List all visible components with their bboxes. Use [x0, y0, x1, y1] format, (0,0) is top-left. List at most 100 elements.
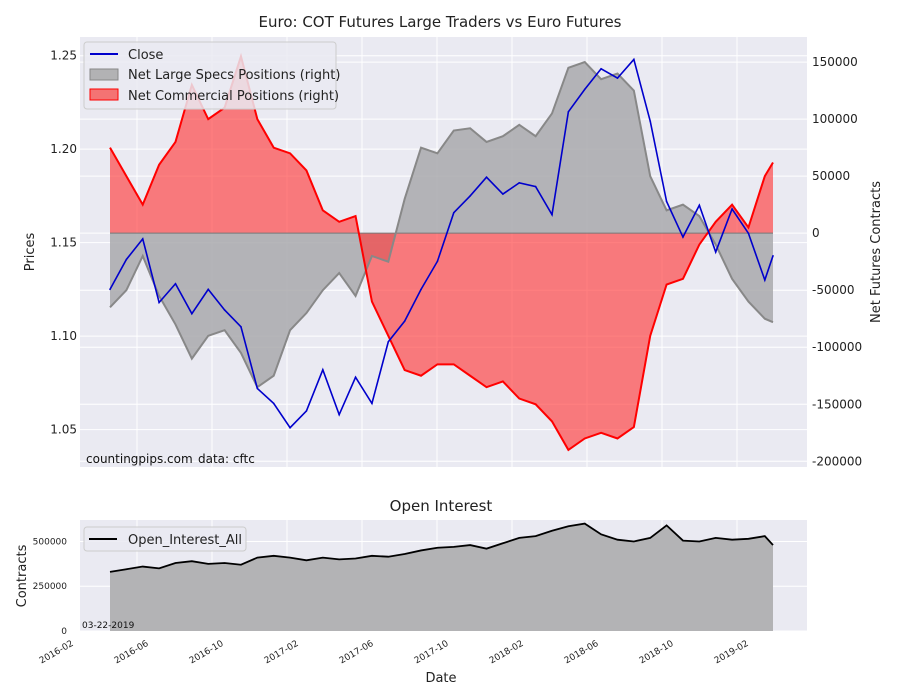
main-right-tick-label: 50000	[812, 169, 850, 183]
close-point	[207, 288, 210, 291]
main-right-tick-labels: -200000 -150000 -100000 -50000 0 50000 100000 1…	[812, 55, 862, 468]
close-point	[682, 236, 684, 238]
oi-y-tick-label: 250000	[33, 582, 68, 592]
legend-swatch-commercial	[89, 88, 119, 101]
main-y-axis-label: Prices	[23, 233, 38, 272]
close-point	[600, 67, 602, 70]
oi-title: Open Interest	[390, 497, 493, 515]
specs-area	[110, 62, 773, 388]
close-point	[616, 77, 619, 79]
close-point	[583, 88, 586, 91]
main-left-tick-label: 1.05	[50, 423, 77, 437]
close-point	[747, 232, 750, 235]
legend-label-close: Close	[128, 48, 163, 63]
date-annotation: 03-22-2019	[82, 621, 135, 631]
main-title: Euro: COT Futures Large Traders vs Euro …	[259, 13, 622, 31]
close-point	[109, 288, 111, 291]
oi-x-tick-label: 2018-02	[488, 639, 526, 666]
oi-x-tick-label: 2016-10	[188, 639, 226, 667]
close-point	[158, 301, 160, 304]
close-point	[125, 258, 128, 261]
main-left-tick-labels: 1.05 1.10 1.15 1.20 1.25	[50, 49, 77, 437]
oi-legend: Open_Interest_All	[83, 526, 247, 552]
oi-legend-box	[83, 526, 247, 552]
close-point	[714, 251, 717, 253]
oi-x-tick-label: 2018-06	[563, 639, 601, 667]
oi-x-tick-label: 2016-06	[113, 639, 151, 667]
legend-label-commercial: Net Commercial Positions (right)	[128, 89, 339, 104]
close-point	[354, 376, 357, 379]
close-point	[452, 211, 455, 214]
close-point	[240, 325, 242, 328]
watermark-text: countingpips.com	[86, 452, 193, 466]
oi-area-fill	[110, 523, 773, 631]
oi-x-axis-label: Date	[425, 671, 456, 686]
close-point	[649, 120, 652, 122]
main-legend-box	[83, 41, 337, 110]
legend-swatch-specs	[89, 68, 119, 81]
close-point	[305, 410, 308, 412]
oi-x-tick-label: 2017-10	[413, 639, 451, 667]
commercial-line	[109, 52, 774, 452]
main-right-tick-label: 150000	[812, 55, 858, 69]
close-point	[289, 426, 291, 429]
oi-y-tick-label: 500000	[33, 537, 68, 547]
close-point	[772, 254, 774, 257]
close-point	[534, 185, 537, 188]
main-right-tick-label: -150000	[812, 397, 862, 411]
commercial-area	[110, 56, 773, 450]
oi-x-tick-labels: 2016-02 2016-06 2016-10 2017-02 2017-06 2017-…	[38, 639, 751, 667]
main-left-tick-label: 1.15	[50, 236, 77, 250]
legend-label-specs: Net Large Specs Positions (right)	[128, 68, 340, 83]
close-point	[518, 182, 521, 184]
close-point	[403, 320, 406, 322]
close-point	[633, 58, 635, 61]
close-line	[109, 57, 774, 430]
legend-label-open-interest: Open_Interest_All	[128, 533, 242, 548]
main-right-tick-label: -100000	[812, 340, 862, 354]
oi-x-tick-label: 2017-02	[263, 639, 301, 666]
close-point	[567, 110, 570, 113]
close-point	[174, 282, 177, 285]
close-point	[338, 413, 340, 416]
oi-x-tick-label: 2018-10	[638, 639, 676, 667]
close-point	[502, 193, 504, 195]
main-right-tick-label: 100000	[812, 112, 858, 126]
main-right-tick-label: -200000	[812, 454, 862, 468]
close-point	[371, 402, 373, 405]
close-point	[141, 238, 144, 240]
close-point	[551, 213, 553, 216]
close-point	[698, 204, 701, 207]
main-left-tick-label: 1.25	[50, 49, 77, 63]
main-left-tick-label: 1.20	[50, 142, 77, 156]
close-point	[469, 195, 471, 197]
specs-line	[109, 60, 774, 389]
oi-x-tick-label: 2016-02	[38, 639, 76, 666]
close-point	[223, 309, 226, 311]
close-point	[420, 288, 422, 291]
main-series-lines	[109, 52, 774, 452]
oi-line	[109, 522, 774, 573]
oi-y-tick-labels: 0 250000 500000	[33, 537, 68, 637]
close-point	[191, 312, 193, 315]
close-point	[272, 402, 275, 405]
close-point	[764, 279, 766, 281]
close-point	[436, 260, 439, 263]
oi-x-tick-label: 2019-02	[713, 639, 751, 666]
oi-x-tick-label: 2017-06	[338, 639, 376, 667]
main-right-tick-label: 0	[812, 226, 820, 240]
main-right-tick-label: -50000	[812, 283, 855, 297]
main-y-axis-label-right: Net Futures Contracts	[869, 181, 884, 323]
close-point	[731, 208, 733, 210]
source-text: data: cftc	[198, 452, 255, 466]
main-area-fills	[110, 56, 773, 450]
close-point	[387, 340, 390, 343]
oi-y-tick-label: 0	[61, 627, 67, 637]
oi-y-axis-label: Contracts	[15, 544, 30, 607]
close-point	[322, 368, 324, 371]
close-point	[256, 387, 259, 390]
main-legend: Close Net Large Specs Positions (right) …	[83, 41, 340, 110]
oi-area	[110, 523, 773, 631]
oi-series-line	[109, 522, 774, 573]
